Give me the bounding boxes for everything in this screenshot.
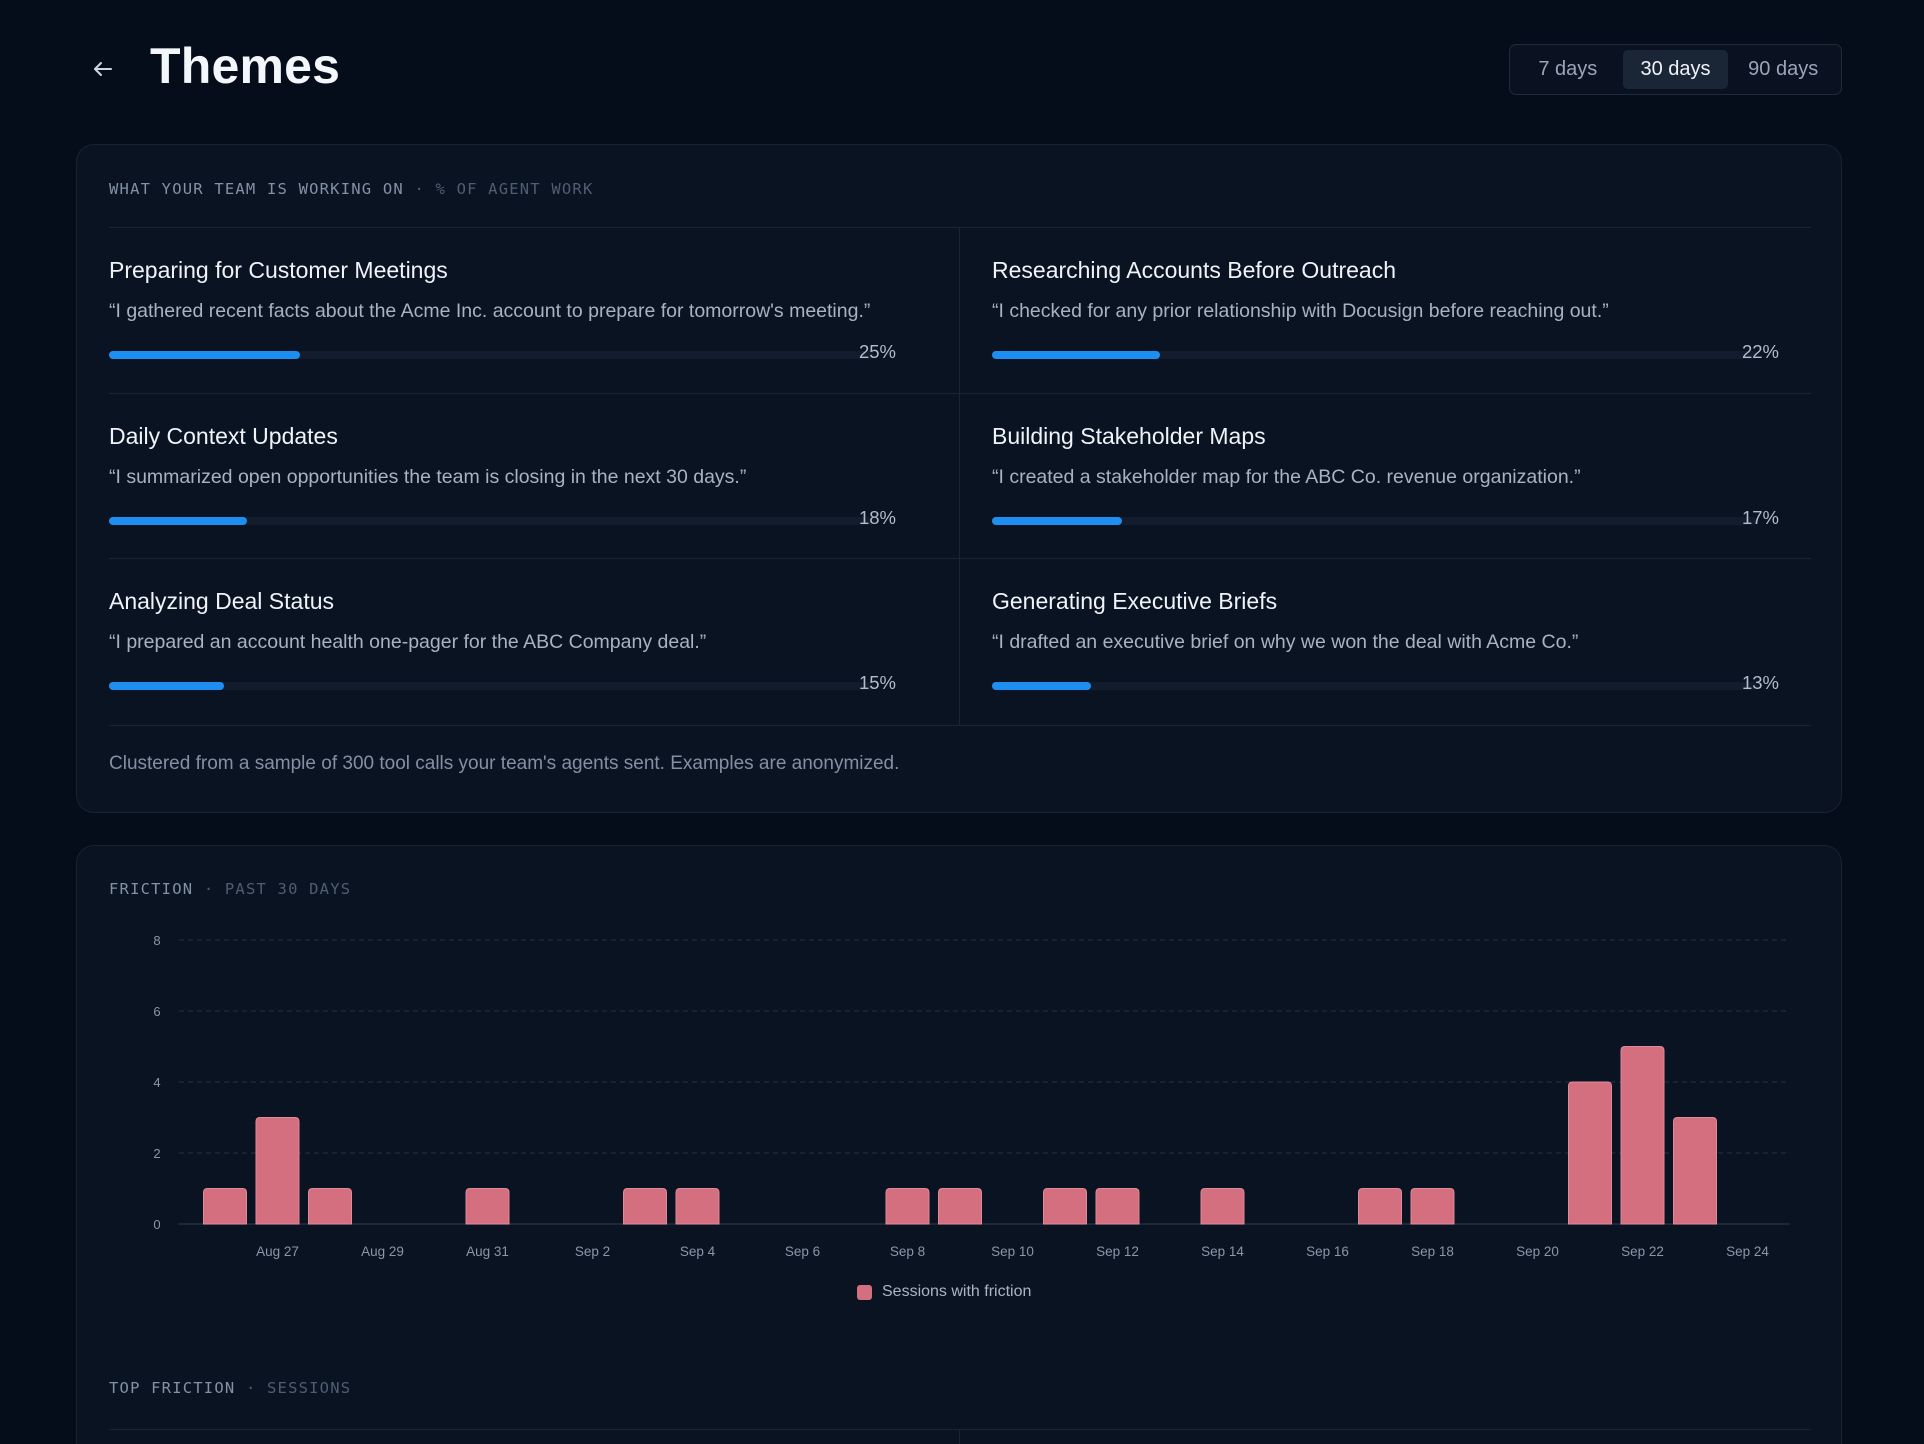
theme-item: Daily Context Updates “I summarized open… — [109, 393, 960, 560]
theme-item: Analyzing Deal Status “I prepared an acc… — [109, 559, 960, 725]
range-option-90-days[interactable]: 90 days — [1748, 58, 1819, 80]
x-tick-label: Sep 6 — [785, 1244, 820, 1259]
chart-bar — [938, 1188, 982, 1225]
back-button[interactable] — [88, 50, 118, 88]
theme-bar-track — [992, 351, 1757, 359]
chart-bar — [465, 1188, 510, 1225]
legend-swatch — [857, 1284, 872, 1300]
theme-bar-fill — [992, 682, 1092, 691]
theme-bar-track — [109, 682, 874, 691]
y-tick-label: 2 — [153, 1146, 160, 1161]
x-tick-label: Sep 8 — [890, 1244, 925, 1259]
chart-legend: Sessions with friction — [857, 1283, 1031, 1301]
x-tick-label: Sep 22 — [1621, 1244, 1664, 1259]
date-range-toggle: 7 days 30 days 90 days — [1509, 44, 1842, 95]
x-tick-label: Sep 14 — [1201, 1244, 1244, 1259]
theme-bar-fill — [109, 682, 224, 691]
chart-bar — [1358, 1188, 1402, 1225]
theme-bar-fill — [992, 516, 1123, 525]
theme-title: Generating Executive Briefs — [992, 588, 1278, 615]
theme-percent: 22% — [1741, 341, 1779, 362]
chart-bar — [1673, 1117, 1717, 1225]
y-tick-label: 6 — [153, 1004, 160, 1019]
theme-quote: “I drafted an executive brief on why we … — [992, 631, 1579, 654]
chart-bar — [675, 1188, 720, 1225]
legend-label: Sessions with friction — [882, 1283, 1032, 1300]
theme-quote: “I checked for any prior relationship wi… — [992, 300, 1609, 322]
theme-bar-track — [109, 351, 874, 359]
range-option-7-days[interactable]: 7 days — [1538, 58, 1598, 80]
x-tick-label: Aug 27 — [256, 1244, 299, 1259]
x-tick-label: Aug 31 — [466, 1244, 509, 1259]
chart-bar — [1043, 1188, 1087, 1225]
chart-bar — [255, 1117, 300, 1225]
theme-quote: “I created a stakeholder map for the ABC… — [992, 465, 1581, 488]
chart-bar — [1410, 1188, 1455, 1225]
theme-title: Daily Context Updates — [109, 422, 338, 449]
theme-bar-fill — [992, 351, 1161, 359]
y-tick-label: 8 — [153, 933, 160, 948]
theme-bar-fill — [109, 351, 301, 359]
theme-percent: 25% — [858, 341, 896, 362]
themes-grid: Preparing for Customer Meetings “I gathe… — [109, 227, 1811, 726]
arrow-left-icon — [94, 62, 112, 76]
x-tick-label: Sep 18 — [1411, 1244, 1454, 1259]
friction-bar-chart: 0 2 4 6 8 Aug 27 Aug 29 Aug 31 Sep 2 Sep 4 Sep 6 Se… — [153, 933, 1789, 1259]
theme-quote: “I summarized open opportunities the tea… — [109, 465, 747, 488]
friction-eyebrow-sub: · PAST 30 DAYS — [203, 880, 352, 898]
chart-bar — [1095, 1188, 1140, 1225]
themes-footnote: Clustered from a sample of 300 tool call… — [109, 753, 900, 774]
chart-bar — [1200, 1188, 1245, 1225]
themes-eyebrow-sub: · % OF AGENT WORK — [414, 180, 594, 198]
top-friction-eyebrow: TOP FRICTION · SESSIONS — [109, 1379, 351, 1397]
theme-title: Researching Accounts Before Outreach — [992, 257, 1397, 283]
themes-eyebrow-label: WHAT YOUR TEAM IS WORKING ON — [109, 180, 404, 198]
theme-percent: 17% — [1741, 506, 1779, 528]
theme-item: Building Stakeholder Maps “I created a s… — [960, 394, 1811, 560]
themes-card: WHAT YOUR TEAM IS WORKING ON · % OF AGEN… — [76, 144, 1842, 813]
theme-bar-fill — [109, 516, 247, 525]
y-tick-label: 0 — [153, 1217, 160, 1232]
chart-bar — [885, 1188, 930, 1225]
top-friction-sub: · SESSIONS — [245, 1379, 352, 1397]
divider — [959, 1430, 960, 1444]
chart-bar — [203, 1188, 247, 1225]
friction-eyebrow: FRICTION · PAST 30 DAYS — [109, 880, 351, 898]
y-tick-label: 4 — [153, 1075, 160, 1090]
chart-bar — [1568, 1081, 1612, 1225]
theme-bar-track — [992, 682, 1757, 691]
friction-eyebrow-label: FRICTION — [109, 880, 194, 898]
chart-bar — [308, 1188, 352, 1225]
top-friction-label: TOP FRICTION — [109, 1379, 236, 1397]
theme-percent: 15% — [858, 672, 896, 694]
divider — [109, 1429, 1811, 1430]
range-option-30-days[interactable]: 30 days — [1622, 50, 1729, 89]
x-tick-label: Sep 20 — [1516, 1244, 1559, 1259]
theme-percent: 18% — [858, 506, 896, 528]
theme-title: Preparing for Customer Meetings — [109, 257, 448, 283]
theme-title: Analyzing Deal Status — [109, 588, 335, 615]
x-tick-label: Sep 4 — [680, 1244, 716, 1259]
theme-bar-track — [109, 516, 874, 525]
themes-eyebrow: WHAT YOUR TEAM IS WORKING ON · % OF AGEN… — [109, 180, 593, 198]
theme-item: Researching Accounts Before Outreach “I … — [960, 228, 1811, 394]
chart-bar — [623, 1188, 667, 1225]
x-tick-label: Sep 16 — [1306, 1244, 1349, 1259]
x-tick-label: Sep 2 — [575, 1244, 610, 1259]
theme-bar-track — [992, 516, 1757, 525]
friction-card: FRICTION · PAST 30 DAYS 0 2 4 6 8 Aug 27 Aug 2… — [76, 845, 1842, 1444]
theme-quote: “I gathered recent facts about the Acme … — [109, 300, 871, 322]
page-title: Themes — [150, 38, 341, 94]
chart-bar — [1620, 1046, 1665, 1225]
theme-item: Preparing for Customer Meetings “I gathe… — [109, 228, 960, 394]
theme-item: Generating Executive Briefs “I drafted a… — [960, 559, 1811, 725]
theme-quote: “I prepared an account health one-pager … — [109, 631, 707, 654]
x-tick-label: Sep 12 — [1096, 1244, 1139, 1259]
x-tick-label: Sep 24 — [1726, 1244, 1769, 1259]
theme-percent: 13% — [1741, 672, 1779, 694]
x-tick-label: Aug 29 — [361, 1244, 404, 1259]
x-tick-label: Sep 10 — [991, 1244, 1034, 1259]
theme-title: Building Stakeholder Maps — [992, 422, 1266, 449]
